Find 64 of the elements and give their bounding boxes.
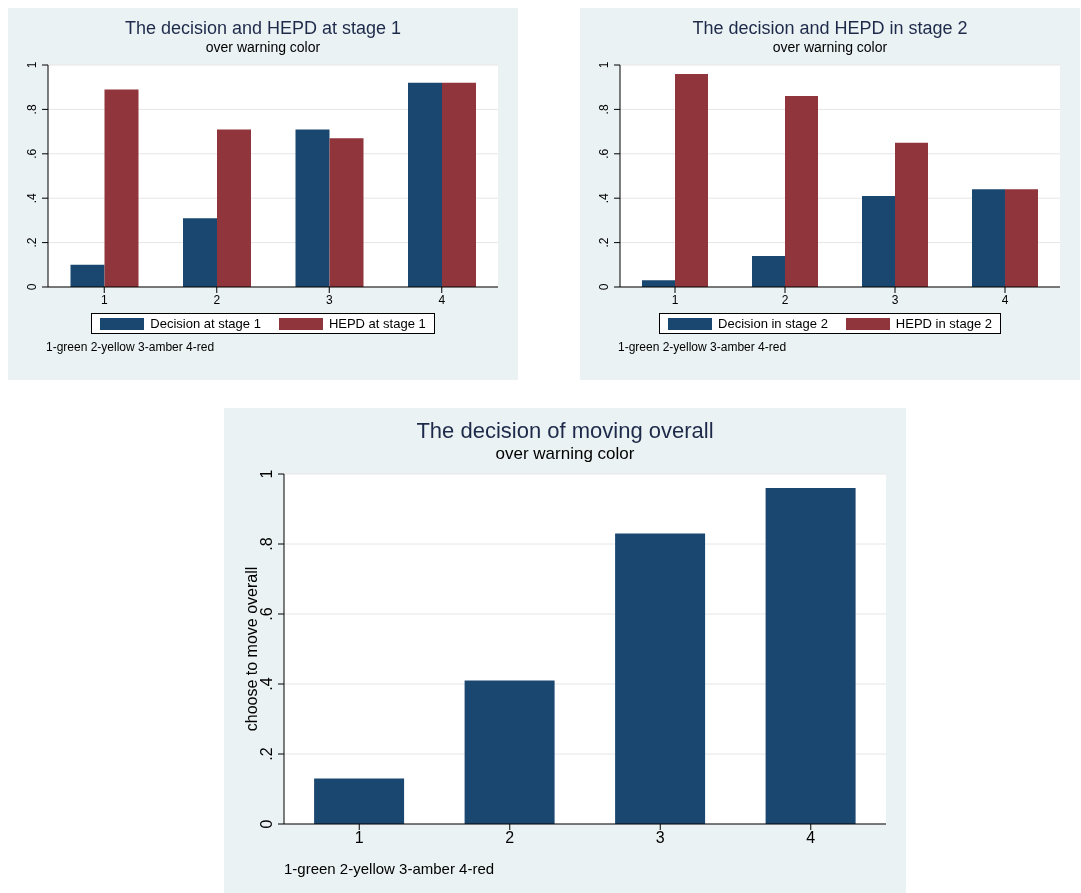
bar xyxy=(314,778,405,824)
x-tick-label: 3 xyxy=(891,292,899,307)
bar xyxy=(295,129,330,287)
y-tick-label: .8 xyxy=(258,537,275,551)
chart-subtitle: over warning color xyxy=(204,39,322,55)
y-tick-label: .8 xyxy=(25,104,39,115)
bar xyxy=(408,82,442,287)
bar xyxy=(329,138,364,287)
chart-subtitle: over warning color xyxy=(494,444,636,464)
bar xyxy=(464,680,555,824)
chart-title: The decision and HEPD at stage 1 xyxy=(123,18,403,39)
y-tick-label: .2 xyxy=(25,237,39,248)
bar xyxy=(752,255,785,287)
y-tick-label: 0 xyxy=(597,283,611,291)
x-tick-label: 2 xyxy=(213,292,221,307)
bar xyxy=(1005,189,1038,287)
chart-title: The decision and HEPD in stage 2 xyxy=(691,18,969,39)
bar xyxy=(785,96,818,287)
bar xyxy=(104,89,139,287)
y-tick-label: .4 xyxy=(258,677,275,691)
y-tick-label: .2 xyxy=(258,747,275,761)
y-tick-label: .6 xyxy=(25,148,39,159)
y-tick-label: .8 xyxy=(597,104,611,115)
x-tick-label: 2 xyxy=(505,829,515,847)
x-tick-label: 1 xyxy=(100,292,108,307)
x-tick-label: 4 xyxy=(1001,292,1009,307)
x-tick-label: 1 xyxy=(671,292,679,307)
y-tick-label: 1 xyxy=(597,61,611,69)
y-tick-label: .4 xyxy=(597,192,611,204)
legend-label: HEPD at stage 1 xyxy=(328,316,426,331)
x-tick-label: 4 xyxy=(438,292,446,307)
text: 1-green 2-yellow 3-amber 4-red xyxy=(46,340,216,354)
y-tick-label: 0 xyxy=(258,819,275,829)
y-tick-label: .4 xyxy=(25,192,39,204)
bar xyxy=(862,195,895,287)
bar xyxy=(70,264,105,287)
bar xyxy=(217,129,251,287)
text: 1-green 2-yellow 3-amber 4-red xyxy=(284,860,496,877)
x-tick-label: 3 xyxy=(655,829,665,847)
x-tick-label: 4 xyxy=(806,829,816,847)
y-axis-title: choose to move overall xyxy=(243,566,260,732)
bar xyxy=(442,82,476,287)
bar xyxy=(972,189,1005,287)
bar xyxy=(615,533,706,824)
legend-label: Decision in stage 2 xyxy=(718,316,828,331)
legend-label: Decision at stage 1 xyxy=(150,316,261,331)
y-tick-label: .2 xyxy=(597,237,611,248)
bar xyxy=(183,218,217,287)
bar xyxy=(765,488,856,824)
y-tick-label: .6 xyxy=(258,607,275,621)
bar xyxy=(642,280,675,287)
chart-title: The decision of moving overall xyxy=(415,418,715,444)
bar xyxy=(895,142,928,287)
x-tick-label: 2 xyxy=(781,292,789,307)
y-tick-label: 1 xyxy=(258,469,275,479)
x-tick-label: 1 xyxy=(354,829,364,847)
y-tick-label: 1 xyxy=(25,61,39,69)
x-tick-label: 3 xyxy=(325,292,333,307)
chart-subtitle: over warning color xyxy=(771,39,889,55)
y-tick-label: .6 xyxy=(597,148,611,159)
y-tick-label: 0 xyxy=(25,283,39,291)
legend-label: HEPD in stage 2 xyxy=(895,316,992,331)
bar xyxy=(675,73,708,287)
text: 1-green 2-yellow 3-amber 4-red xyxy=(618,340,788,354)
